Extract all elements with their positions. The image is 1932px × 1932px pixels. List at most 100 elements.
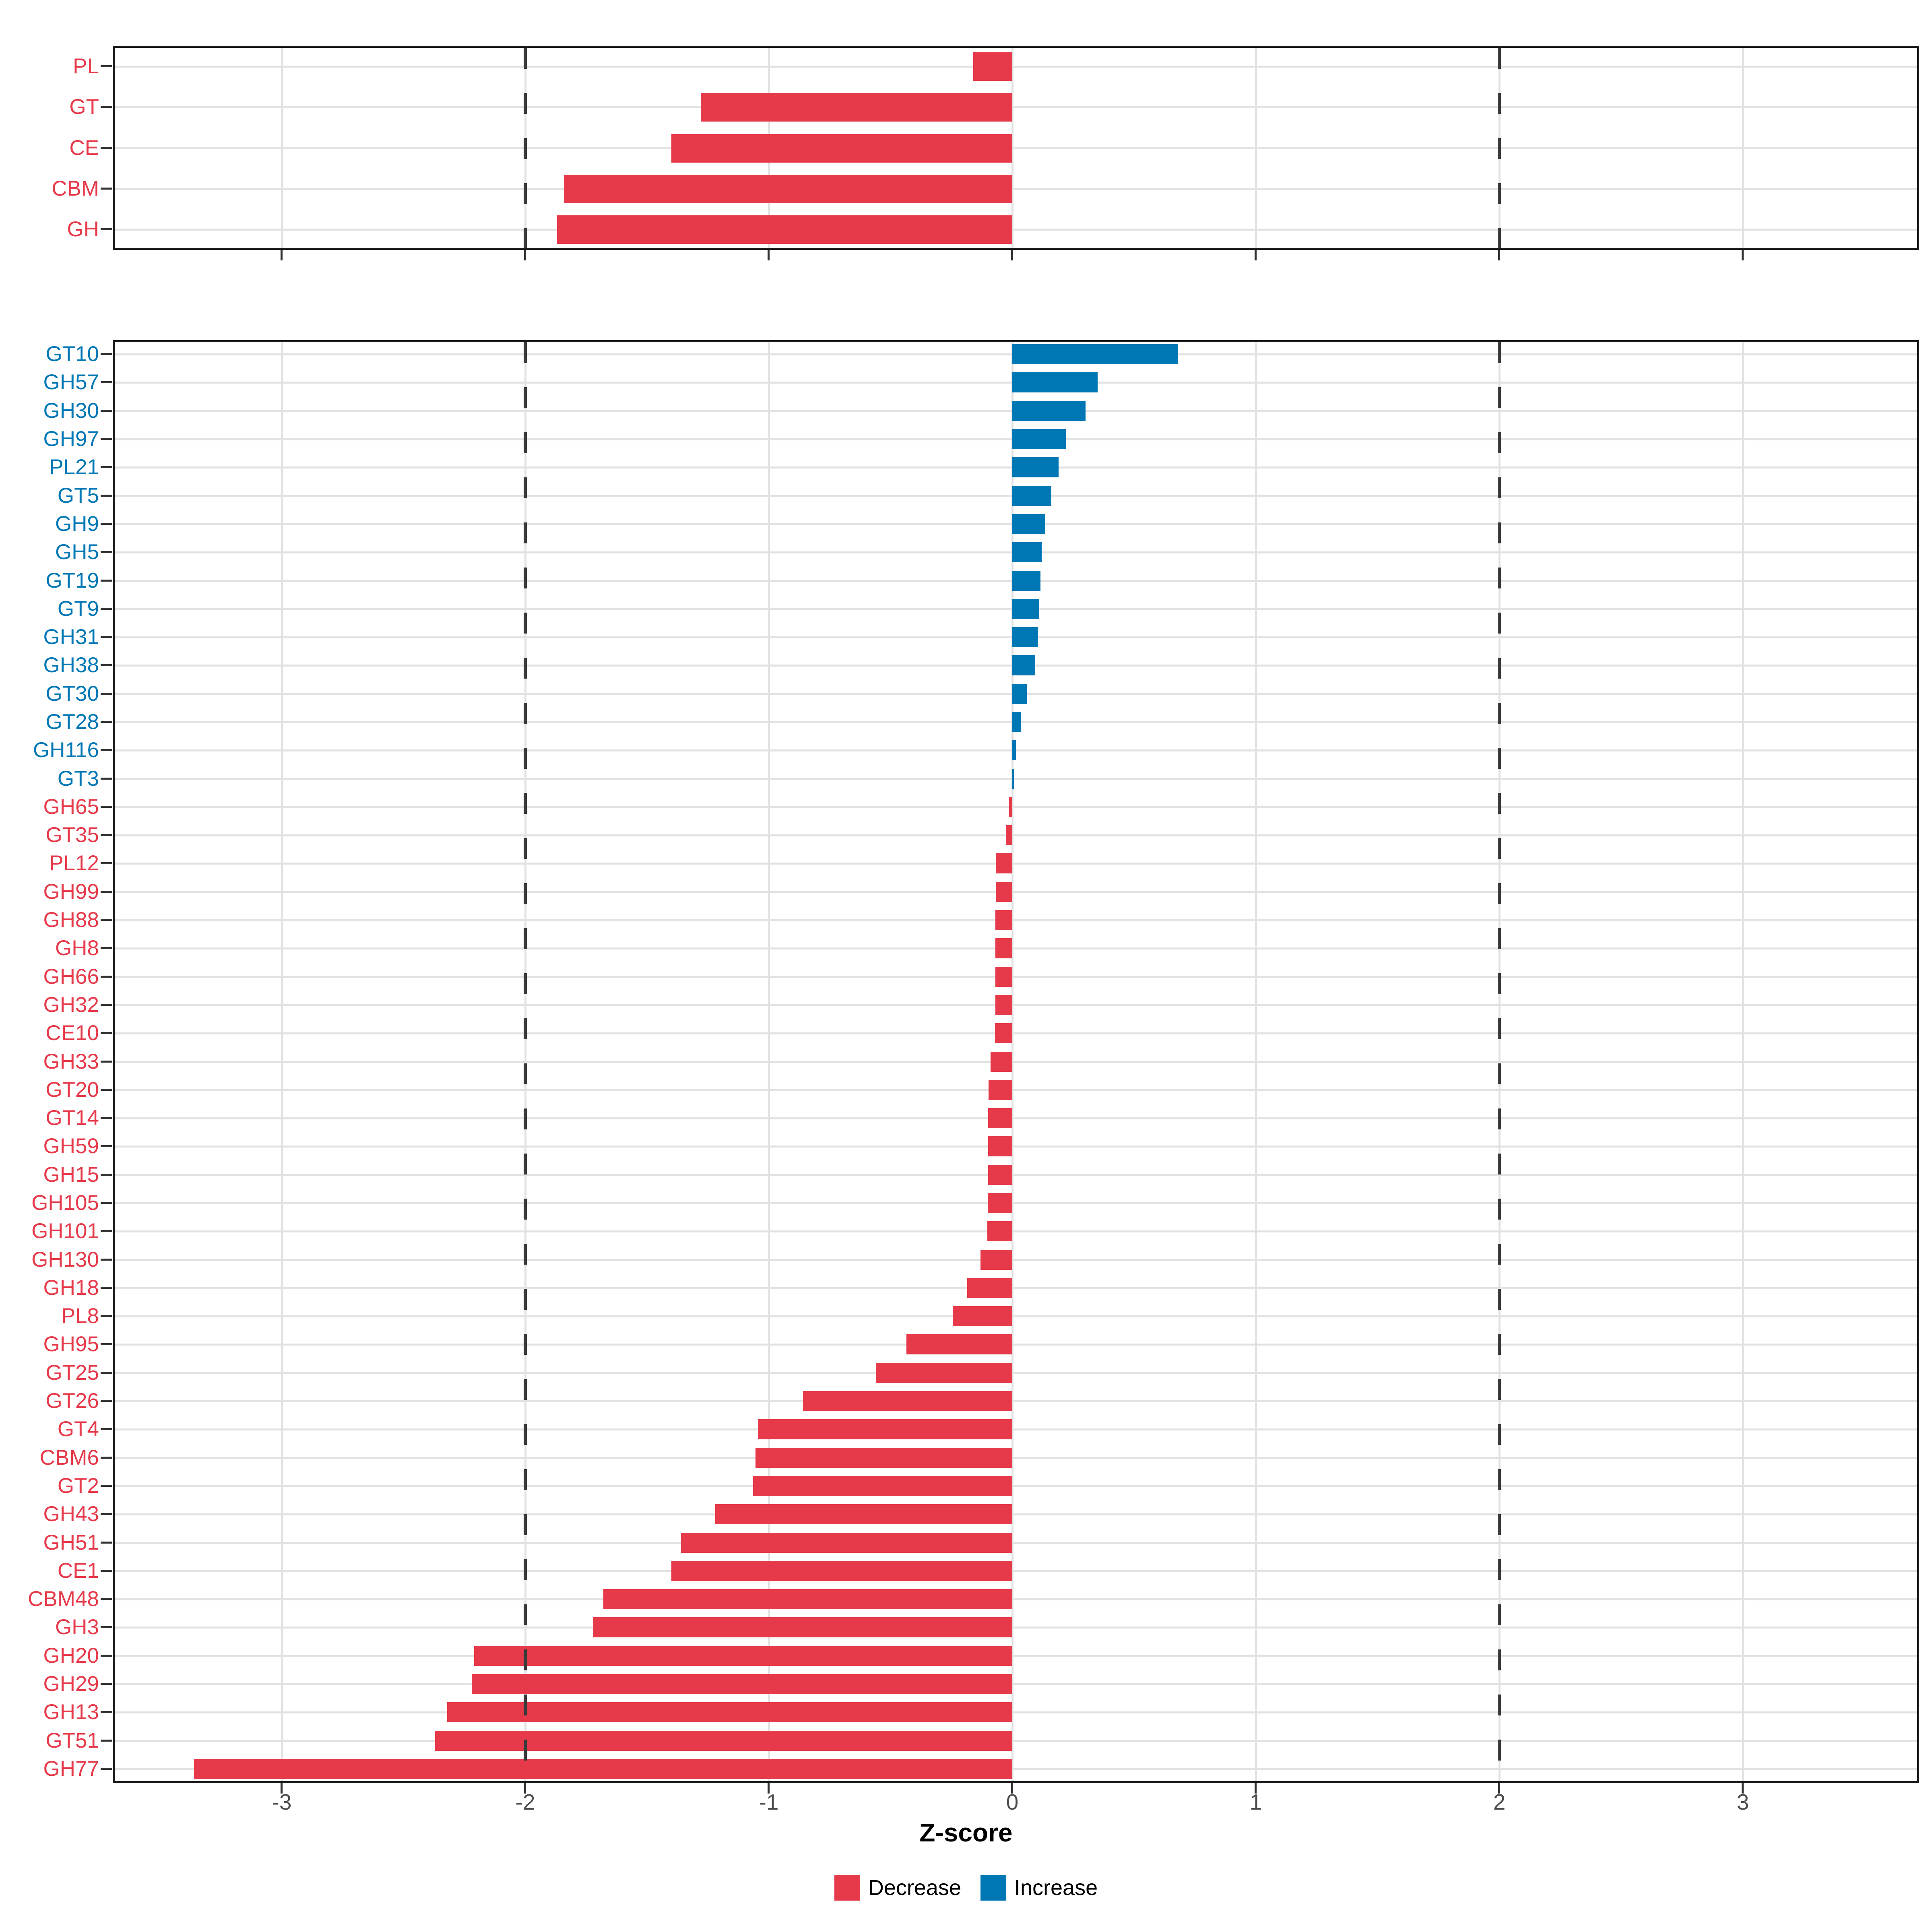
x-tick <box>1011 250 1013 260</box>
bar <box>1012 627 1038 647</box>
gridline-y <box>115 1259 1917 1261</box>
bar <box>1012 769 1014 789</box>
bar <box>987 1221 1012 1241</box>
y-tick <box>101 410 112 412</box>
y-axis-label: GH8 <box>55 936 99 960</box>
x-tick <box>524 250 526 260</box>
y-tick <box>101 749 112 751</box>
bar <box>681 1533 1012 1553</box>
y-tick <box>101 1315 112 1317</box>
y-axis-label: GT4 <box>57 1417 99 1441</box>
x-tick <box>1255 1783 1257 1794</box>
y-axis-label: GT14 <box>45 1106 99 1130</box>
bar <box>995 1023 1012 1043</box>
x-axis-title: Z-score <box>919 1818 1013 1847</box>
y-tick <box>101 1542 112 1544</box>
bar <box>1005 825 1012 845</box>
bar <box>967 1278 1012 1298</box>
y-tick <box>101 466 112 468</box>
y-tick <box>101 1343 112 1345</box>
x-tick <box>1742 250 1744 260</box>
bar <box>603 1589 1012 1609</box>
y-axis-label: GH65 <box>43 795 99 819</box>
y-tick <box>101 1372 112 1374</box>
gridline-y <box>115 1287 1917 1289</box>
bar <box>194 1759 1012 1779</box>
gridline-y <box>115 1202 1917 1204</box>
x-tick <box>1255 250 1257 260</box>
bar <box>906 1334 1012 1354</box>
y-tick <box>101 947 112 949</box>
y-tick <box>101 1570 112 1572</box>
y-axis-label: GH9 <box>55 512 99 536</box>
y-axis-label: GH95 <box>43 1332 99 1356</box>
gridline-y <box>115 1683 1917 1685</box>
y-tick <box>101 1032 112 1034</box>
y-tick <box>101 1598 112 1600</box>
x-tick-label: -2 <box>515 1790 535 1814</box>
gridline-y <box>115 891 1917 893</box>
gridline-y <box>115 834 1917 836</box>
y-tick <box>101 1513 112 1515</box>
y-axis-label: PL8 <box>61 1304 99 1328</box>
gridline-y <box>115 1627 1917 1629</box>
y-axis-label: GH105 <box>31 1191 99 1215</box>
bar <box>876 1363 1012 1383</box>
y-axis-label: GH18 <box>43 1276 99 1300</box>
gridline-y <box>115 778 1917 780</box>
x-tick <box>1498 1783 1500 1794</box>
y-tick <box>101 353 112 355</box>
gridline-y <box>115 1315 1917 1317</box>
y-tick <box>101 188 112 190</box>
gridline-y <box>115 1032 1917 1034</box>
y-tick <box>101 523 112 525</box>
gridline-y <box>115 1004 1917 1006</box>
y-axis-label: GH66 <box>43 965 99 989</box>
gridline-y <box>115 1485 1917 1487</box>
y-axis-label: GH116 <box>33 738 99 762</box>
y-axis-label: GH57 <box>43 370 99 394</box>
y-tick <box>101 1683 112 1685</box>
y-tick <box>101 551 112 553</box>
bar <box>1012 542 1042 562</box>
bar <box>988 1136 1012 1156</box>
bar <box>557 215 1012 244</box>
gridline-y <box>115 1513 1917 1515</box>
gridline-y <box>115 188 1917 190</box>
y-axis-label: GH43 <box>43 1502 99 1526</box>
y-axis-label: GH77 <box>43 1757 99 1781</box>
gridline-y <box>115 1372 1917 1374</box>
bar <box>1012 401 1086 421</box>
gridline-y <box>115 1570 1917 1572</box>
y-tick <box>101 1485 112 1487</box>
y-axis-label: PL <box>73 54 99 78</box>
x-tick <box>281 250 283 260</box>
bar <box>995 853 1012 873</box>
bar <box>1012 599 1039 619</box>
bar <box>995 882 1012 902</box>
y-tick <box>101 1117 112 1119</box>
bar <box>753 1476 1012 1496</box>
y-tick <box>101 1089 112 1091</box>
y-tick <box>101 1259 112 1261</box>
y-tick <box>101 919 112 921</box>
gridline-y <box>115 147 1917 149</box>
bar <box>435 1731 1012 1751</box>
y-tick <box>101 778 112 780</box>
bar <box>471 1674 1012 1694</box>
y-tick <box>101 1428 112 1430</box>
bar <box>755 1448 1012 1468</box>
bar <box>671 1561 1012 1581</box>
y-tick <box>101 147 112 149</box>
gridline-y <box>115 1146 1917 1148</box>
y-axis-label: GT51 <box>45 1729 99 1752</box>
y-axis-label: CBM48 <box>28 1587 99 1611</box>
y-axis-label: GT5 <box>57 484 99 508</box>
y-tick <box>101 1230 112 1232</box>
y-axis-label: GT10 <box>45 342 99 366</box>
y-axis-label: GH30 <box>43 399 99 423</box>
y-axis-label: GH32 <box>43 993 99 1017</box>
y-axis-label: GH13 <box>43 1700 99 1724</box>
gridline-y <box>115 1740 1917 1742</box>
bar <box>593 1617 1012 1637</box>
